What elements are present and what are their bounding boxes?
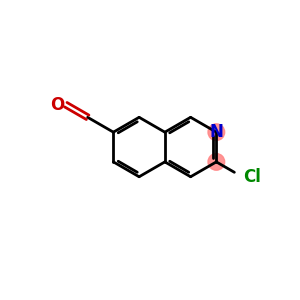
Text: N: N [209, 123, 223, 141]
Circle shape [208, 154, 225, 170]
Circle shape [208, 124, 225, 140]
Text: O: O [50, 96, 64, 114]
Text: Cl: Cl [244, 168, 261, 186]
